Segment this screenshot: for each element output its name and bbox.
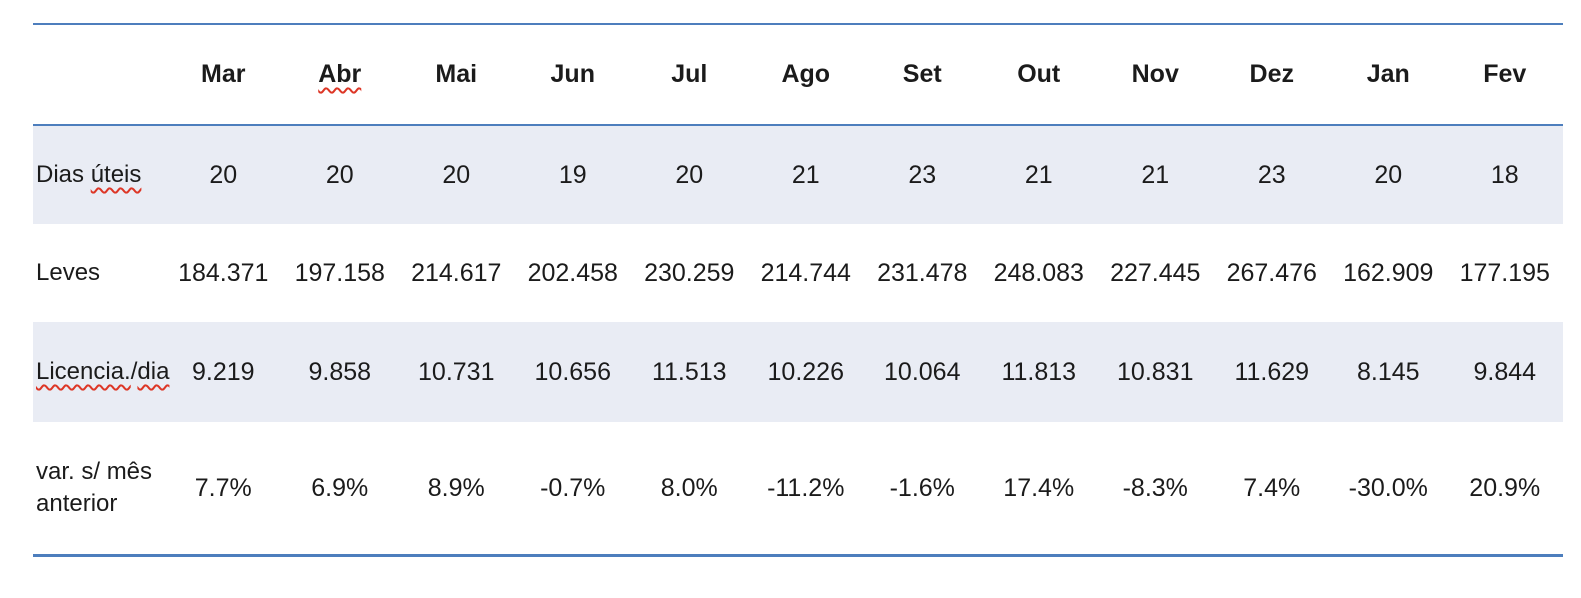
month-header-nov: Nov	[1097, 23, 1214, 126]
month-header-out: Out	[980, 23, 1097, 126]
row-label-var-mes-anterior: var. s/ mês anterior	[33, 422, 165, 557]
cell: 18	[1446, 125, 1563, 224]
cell: 10.831	[1097, 322, 1214, 422]
row-label-text-misspelled: úteis	[90, 160, 142, 188]
header-row: Mar Abr Mai Jun Jul Ago Set Out Nov Dez …	[33, 23, 1563, 126]
month-header-abr-text: Abr	[318, 60, 362, 88]
cell: 248.083	[993, 258, 1084, 287]
row-label-text-misspelled: dia	[137, 357, 170, 385]
cell: 202.458	[527, 258, 618, 287]
cell: 20	[1330, 125, 1447, 224]
cell: 20	[398, 125, 515, 224]
cell: -11.2%	[747, 422, 864, 557]
cell: 9.844	[1446, 322, 1563, 422]
month-header-jun: Jun	[514, 23, 631, 126]
cell: 214.744	[760, 258, 851, 287]
cell: 231.478	[877, 258, 968, 287]
cell: 9.858	[281, 322, 398, 422]
cell: 184.371	[178, 258, 269, 287]
cell: -0.7%	[514, 422, 631, 557]
cell: 7.7%	[165, 422, 282, 557]
row-label-text: Dias	[36, 160, 91, 188]
cell: 20	[165, 125, 282, 224]
monthly-licensing-table: Mar Abr Mai Jun Jul Ago Set Out Nov Dez …	[33, 23, 1563, 557]
row-label-text-misspelled: Licencia.	[36, 357, 131, 385]
month-header-mar: Mar	[165, 23, 282, 126]
cell: 11.513	[631, 322, 748, 422]
table-row-dias-uteis: Dias úteis 20 20 20 19 20 21 23 21 21 23…	[33, 125, 1563, 224]
cell: 11.813	[980, 322, 1097, 422]
cell: -8.3%	[1097, 422, 1214, 557]
cell: 19	[514, 125, 631, 224]
cell: 10.656	[514, 322, 631, 422]
month-header-fev: Fev	[1446, 23, 1563, 126]
cell: 23	[864, 125, 981, 224]
row-label-leves: Leves	[33, 224, 165, 322]
cell: 7.4%	[1213, 422, 1330, 557]
cell: 20.9%	[1446, 422, 1563, 557]
table-row-licencia-dia: Licencia./dia 9.219 9.858 10.731 10.656 …	[33, 322, 1563, 422]
cell: 8.9%	[398, 422, 515, 557]
cell: 23	[1213, 125, 1330, 224]
cell: 21	[747, 125, 864, 224]
cell: 214.617	[411, 258, 502, 287]
cell: -30.0%	[1330, 422, 1447, 557]
cell: 10.731	[398, 322, 515, 422]
row-label-text: /	[130, 357, 138, 385]
month-header-ago: Ago	[747, 23, 864, 126]
row-label-text: Leves	[36, 258, 101, 286]
cell: 227.445	[1110, 258, 1201, 287]
table-body: Dias úteis 20 20 20 19 20 21 23 21 21 23…	[33, 125, 1563, 557]
month-header-set: Set	[864, 23, 981, 126]
cell: 9.219	[165, 322, 282, 422]
month-header-dez: Dez	[1213, 23, 1330, 126]
row-label-licencia-dia: Licencia./dia	[33, 322, 169, 422]
cell: 8.145	[1330, 322, 1447, 422]
cell: 6.9%	[281, 422, 398, 557]
cell: 10.064	[864, 322, 981, 422]
month-header-jul: Jul	[631, 23, 748, 126]
cell: 10.226	[747, 322, 864, 422]
row-label-dias-uteis: Dias úteis	[33, 125, 165, 224]
cell: 20	[631, 125, 748, 224]
cell: 267.476	[1226, 258, 1317, 287]
month-header-jan: Jan	[1330, 23, 1447, 126]
row-label-text: var. s/ mês anterior	[36, 457, 153, 517]
cell: 21	[980, 125, 1097, 224]
cell: 8.0%	[631, 422, 748, 557]
cell: 21	[1097, 125, 1214, 224]
table-row-leves: Leves 184.371 197.158 214.617 202.458 23…	[33, 224, 1563, 322]
month-header-mai: Mai	[398, 23, 515, 126]
cell: 17.4%	[980, 422, 1097, 557]
cell: 197.158	[294, 258, 385, 287]
table-row-var-mes-anterior: var. s/ mês anterior 7.7% 6.9% 8.9% -0.7…	[33, 422, 1563, 557]
header-spacer	[33, 23, 165, 126]
cell: 162.909	[1343, 258, 1434, 287]
cell: 230.259	[644, 258, 735, 287]
cell: 177.195	[1459, 258, 1550, 287]
cell: 20	[281, 125, 398, 224]
cell: -1.6%	[864, 422, 981, 557]
month-header-abr: Abr	[281, 23, 398, 126]
cell: 11.629	[1213, 322, 1330, 422]
table-header: Mar Abr Mai Jun Jul Ago Set Out Nov Dez …	[33, 23, 1563, 126]
